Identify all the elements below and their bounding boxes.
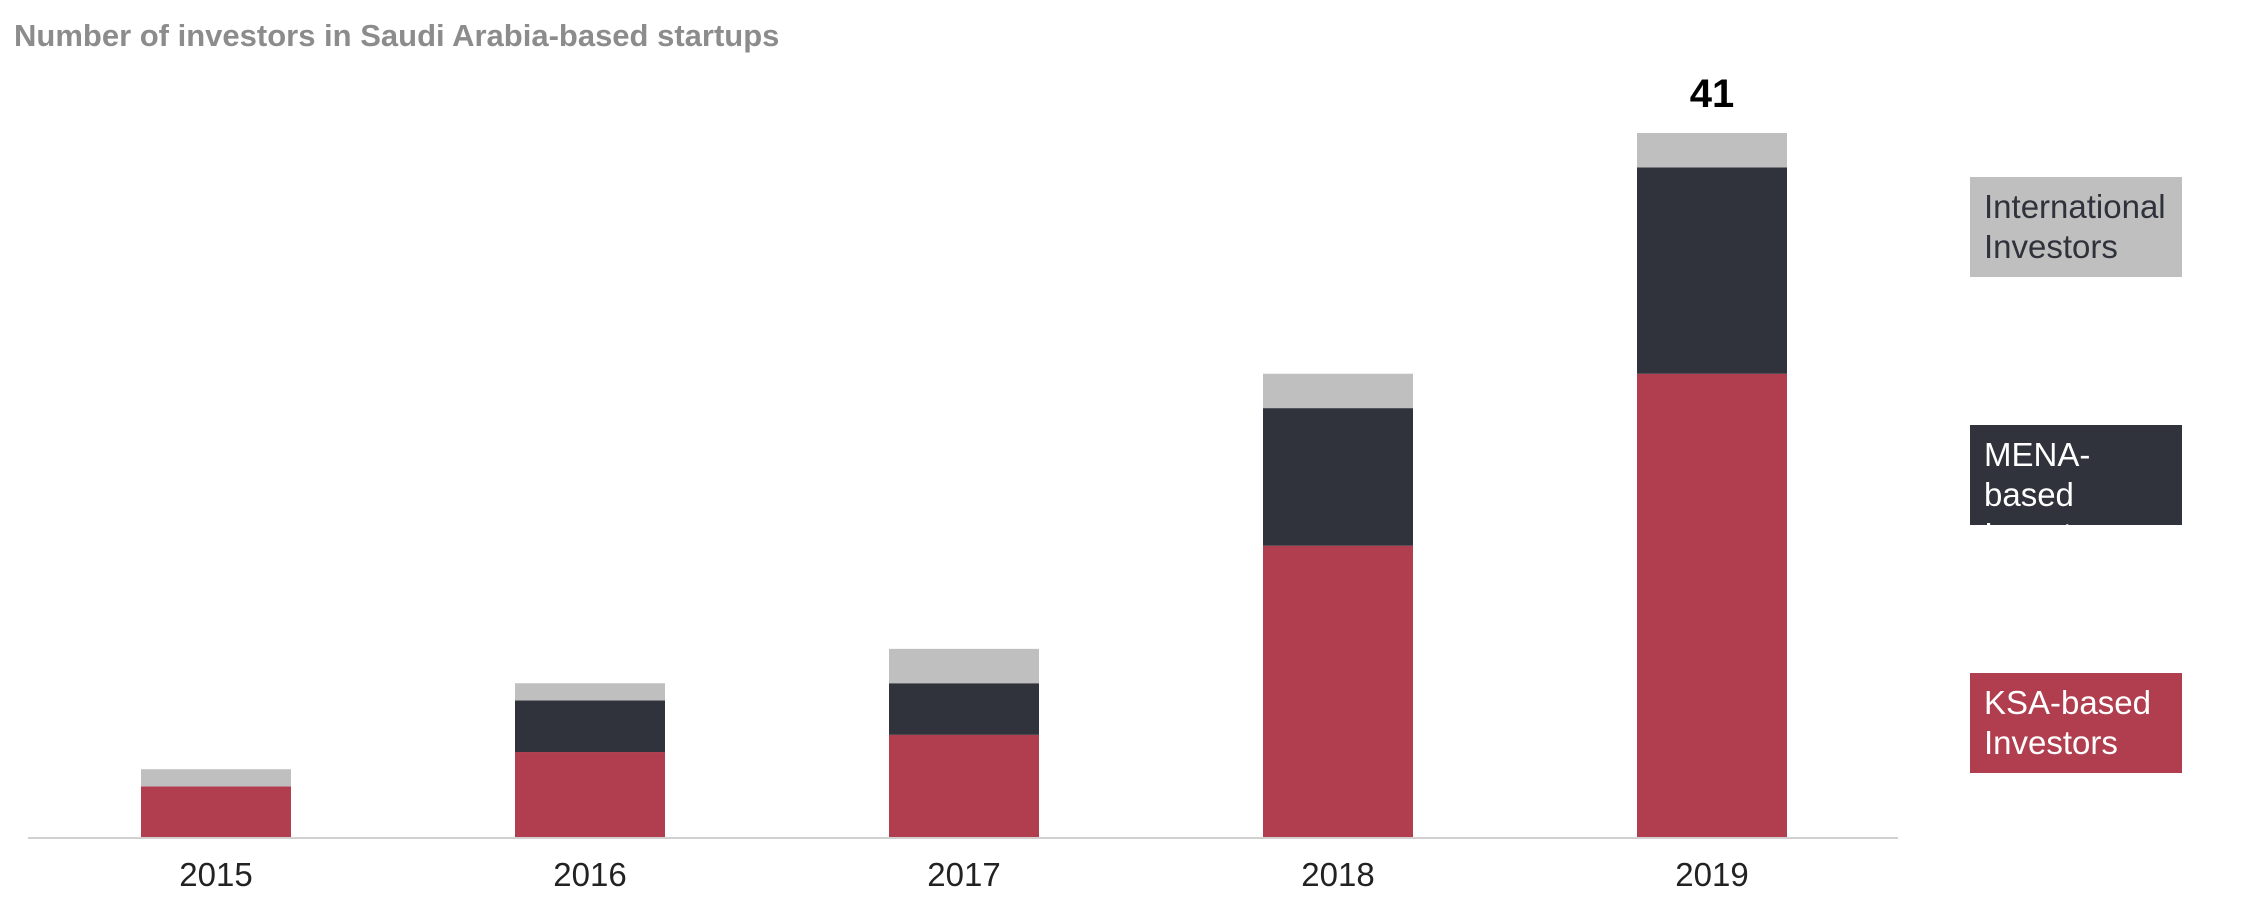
bar-2016-series-1: [515, 700, 665, 753]
bar-2018-series-0: [1263, 545, 1413, 838]
x-tick-label-2019: 2019: [1675, 856, 1748, 893]
legend-label-mena: MENA-based Investors: [1984, 436, 2118, 553]
x-tick-label-2018: 2018: [1301, 856, 1374, 893]
bar-2019-series-0: [1637, 373, 1787, 838]
chart-title: Number of investors in Saudi Arabia-base…: [14, 18, 780, 53]
x-tick-labels: 2015 2016 2017 2018 2019: [179, 856, 1748, 893]
total-label-2019: 41: [1690, 72, 1735, 116]
annotations-group: 41: [1690, 72, 1735, 116]
bar-2015-series-2: [141, 769, 291, 787]
x-tick-label-2016: 2016: [553, 856, 626, 893]
bar-2017-series-0: [889, 734, 1039, 838]
legend-label-ksa: KSA-based Investors: [1984, 684, 2151, 761]
bar-2018-series-1: [1263, 408, 1413, 546]
legend-item-international: International Investors: [1970, 177, 2182, 277]
bar-2019-series-2: [1637, 133, 1787, 168]
bar-2018-series-2: [1263, 373, 1413, 409]
x-tick-label-2015: 2015: [179, 856, 252, 893]
legend-item-ksa: KSA-based Investors: [1970, 673, 2182, 773]
bar-2017-series-1: [889, 683, 1039, 735]
x-tick-label-2017: 2017: [927, 856, 1000, 893]
legend-label-international: International Investors: [1984, 188, 2166, 265]
bar-2019-series-1: [1637, 167, 1787, 374]
legend-item-mena: MENA-based Investors: [1970, 425, 2182, 553]
bar-2017-series-2: [889, 648, 1039, 684]
bar-2015-series-0: [141, 786, 291, 838]
bar-2016-series-0: [515, 752, 665, 838]
bars-group: [141, 133, 1787, 838]
bar-2016-series-2: [515, 683, 665, 701]
